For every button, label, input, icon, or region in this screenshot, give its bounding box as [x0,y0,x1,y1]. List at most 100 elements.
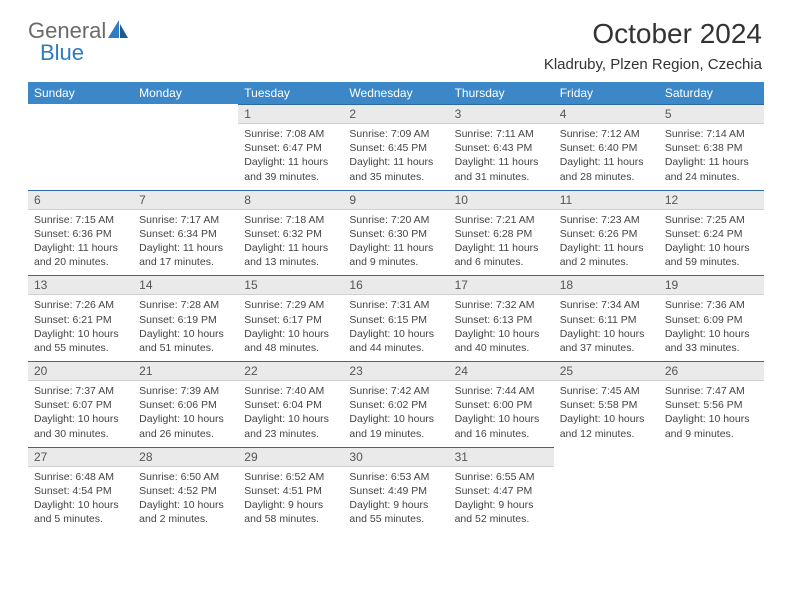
page-title: October 2024 [592,18,762,50]
daylight-text: Daylight: 10 hours and 33 minutes. [665,327,758,355]
sunset-text: Sunset: 6:24 PM [665,227,758,241]
sunrise-text: Sunrise: 7:09 AM [349,127,442,141]
day-details: Sunrise: 7:36 AMSunset: 6:09 PMDaylight:… [659,295,764,361]
calendar-day-cell: 29Sunrise: 6:52 AMSunset: 4:51 PMDayligh… [238,447,343,533]
day-number: 25 [554,361,659,381]
sunrise-text: Sunrise: 7:14 AM [665,127,758,141]
calendar-day-cell: 2Sunrise: 7:09 AMSunset: 6:45 PMDaylight… [343,104,448,190]
day-number: 23 [343,361,448,381]
sunset-text: Sunset: 5:56 PM [665,398,758,412]
calendar-day-cell: 3Sunrise: 7:11 AMSunset: 6:43 PMDaylight… [449,104,554,190]
day-details: Sunrise: 7:44 AMSunset: 6:00 PMDaylight:… [449,381,554,447]
calendar-day-cell: 21Sunrise: 7:39 AMSunset: 6:06 PMDayligh… [133,361,238,447]
weekday-header: Thursday [449,82,554,104]
day-details: Sunrise: 7:37 AMSunset: 6:07 PMDaylight:… [28,381,133,447]
sunrise-text: Sunrise: 6:52 AM [244,470,337,484]
day-details: Sunrise: 7:17 AMSunset: 6:34 PMDaylight:… [133,210,238,276]
daylight-text: Daylight: 11 hours and 31 minutes. [455,155,548,183]
weekday-header: Monday [133,82,238,104]
day-number: 10 [449,190,554,210]
daylight-text: Daylight: 9 hours and 58 minutes. [244,498,337,526]
day-number: 19 [659,275,764,295]
calendar-day-cell: 17Sunrise: 7:32 AMSunset: 6:13 PMDayligh… [449,275,554,361]
calendar-day-cell: 6 Sunrise: 7:15 AMSunset: 6:36 PMDaylight… [28,190,133,276]
calendar-empty-cell [554,447,659,533]
sunrise-text: Sunrise: 7:28 AM [139,298,232,312]
sunset-text: Sunset: 4:51 PM [244,484,337,498]
calendar-day-cell: 8Sunrise: 7:18 AMSunset: 6:32 PMDaylight… [238,190,343,276]
sunrise-text: Sunrise: 7:26 AM [34,298,127,312]
day-number: 21 [133,361,238,381]
sunset-text: Sunset: 6:30 PM [349,227,442,241]
sunrise-text: Sunrise: 7:31 AM [349,298,442,312]
calendar-empty-cell [659,447,764,533]
day-number: 12 [659,190,764,210]
day-details: Sunrise: 7:45 AMSunset: 5:58 PMDaylight:… [554,381,659,447]
day-number: 7 [133,190,238,210]
sunrise-text: Sunrise: 7:20 AM [349,213,442,227]
sunset-text: Sunset: 6:19 PM [139,313,232,327]
calendar-week-row: 6 Sunrise: 7:15 AMSunset: 6:36 PMDaylight… [28,190,764,276]
sunset-text: Sunset: 4:52 PM [139,484,232,498]
sunset-text: Sunset: 6:32 PM [244,227,337,241]
logo-sail-icon [108,20,130,43]
day-number: 8 [238,190,343,210]
sunrise-text: Sunrise: 7:11 AM [455,127,548,141]
daylight-text: Daylight: 10 hours and 23 minutes. [244,412,337,440]
weekday-header: Friday [554,82,659,104]
calendar-day-cell: 20Sunrise: 7:37 AMSunset: 6:07 PMDayligh… [28,361,133,447]
day-details: Sunrise: 7:34 AMSunset: 6:11 PMDaylight:… [554,295,659,361]
page-subtitle: Kladruby, Plzen Region, Czechia [544,56,762,73]
day-details: Sunrise: 7:14 AMSunset: 6:38 PMDaylight:… [659,124,764,190]
day-details: Sunrise: 7:39 AMSunset: 6:06 PMDaylight:… [133,381,238,447]
sunrise-text: Sunrise: 6:50 AM [139,470,232,484]
daylight-text: Daylight: 11 hours and 35 minutes. [349,155,442,183]
day-number: 6 [28,190,133,210]
calendar-day-cell: 31Sunrise: 6:55 AMSunset: 4:47 PMDayligh… [449,447,554,533]
sunrise-text: Sunrise: 6:53 AM [349,470,442,484]
weekday-header: Sunday [28,82,133,104]
sunrise-text: Sunrise: 7:18 AM [244,213,337,227]
daylight-text: Daylight: 10 hours and 44 minutes. [349,327,442,355]
sunrise-text: Sunrise: 6:48 AM [34,470,127,484]
day-number: 31 [449,447,554,467]
calendar-day-cell: 12Sunrise: 7:25 AMSunset: 6:24 PMDayligh… [659,190,764,276]
day-number: 9 [343,190,448,210]
day-number: 22 [238,361,343,381]
sunset-text: Sunset: 6:36 PM [34,227,127,241]
calendar-day-cell: 24Sunrise: 7:44 AMSunset: 6:00 PMDayligh… [449,361,554,447]
sunrise-text: Sunrise: 7:37 AM [34,384,127,398]
sunrise-text: Sunrise: 7:15 AM [34,213,127,227]
sunrise-text: Sunrise: 7:23 AM [560,213,653,227]
day-details: Sunrise: 7:20 AMSunset: 6:30 PMDaylight:… [343,210,448,276]
sunset-text: Sunset: 6:11 PM [560,313,653,327]
sunset-text: Sunset: 6:09 PM [665,313,758,327]
calendar-day-cell: 10Sunrise: 7:21 AMSunset: 6:28 PMDayligh… [449,190,554,276]
calendar-week-row: 1Sunrise: 7:08 AMSunset: 6:47 PMDaylight… [28,104,764,190]
daylight-text: Daylight: 10 hours and 51 minutes. [139,327,232,355]
daylight-text: Daylight: 10 hours and 26 minutes. [139,412,232,440]
sunset-text: Sunset: 6:07 PM [34,398,127,412]
sunset-text: Sunset: 6:15 PM [349,313,442,327]
logo-text-blue-wrap: Blue [40,40,84,66]
sunrise-text: Sunrise: 7:08 AM [244,127,337,141]
sunrise-text: Sunrise: 7:45 AM [560,384,653,398]
day-details: Sunrise: 7:29 AMSunset: 6:17 PMDaylight:… [238,295,343,361]
sunset-text: Sunset: 6:43 PM [455,141,548,155]
day-number: 30 [343,447,448,467]
calendar-day-cell: 22Sunrise: 7:40 AMSunset: 6:04 PMDayligh… [238,361,343,447]
day-number: 24 [449,361,554,381]
sunrise-text: Sunrise: 7:36 AM [665,298,758,312]
calendar-day-cell: 25Sunrise: 7:45 AMSunset: 5:58 PMDayligh… [554,361,659,447]
daylight-text: Daylight: 10 hours and 40 minutes. [455,327,548,355]
sunset-text: Sunset: 4:49 PM [349,484,442,498]
weekday-header: Saturday [659,82,764,104]
calendar-day-cell: 27Sunrise: 6:48 AMSunset: 4:54 PMDayligh… [28,447,133,533]
day-details: Sunrise: 7:23 AMSunset: 6:26 PMDaylight:… [554,210,659,276]
calendar-day-cell: 4Sunrise: 7:12 AMSunset: 6:40 PMDaylight… [554,104,659,190]
daylight-text: Daylight: 10 hours and 2 minutes. [139,498,232,526]
day-details: Sunrise: 7:09 AMSunset: 6:45 PMDaylight:… [343,124,448,190]
daylight-text: Daylight: 11 hours and 20 minutes. [34,241,127,269]
calendar-day-cell: 16Sunrise: 7:31 AMSunset: 6:15 PMDayligh… [343,275,448,361]
day-number: 15 [238,275,343,295]
